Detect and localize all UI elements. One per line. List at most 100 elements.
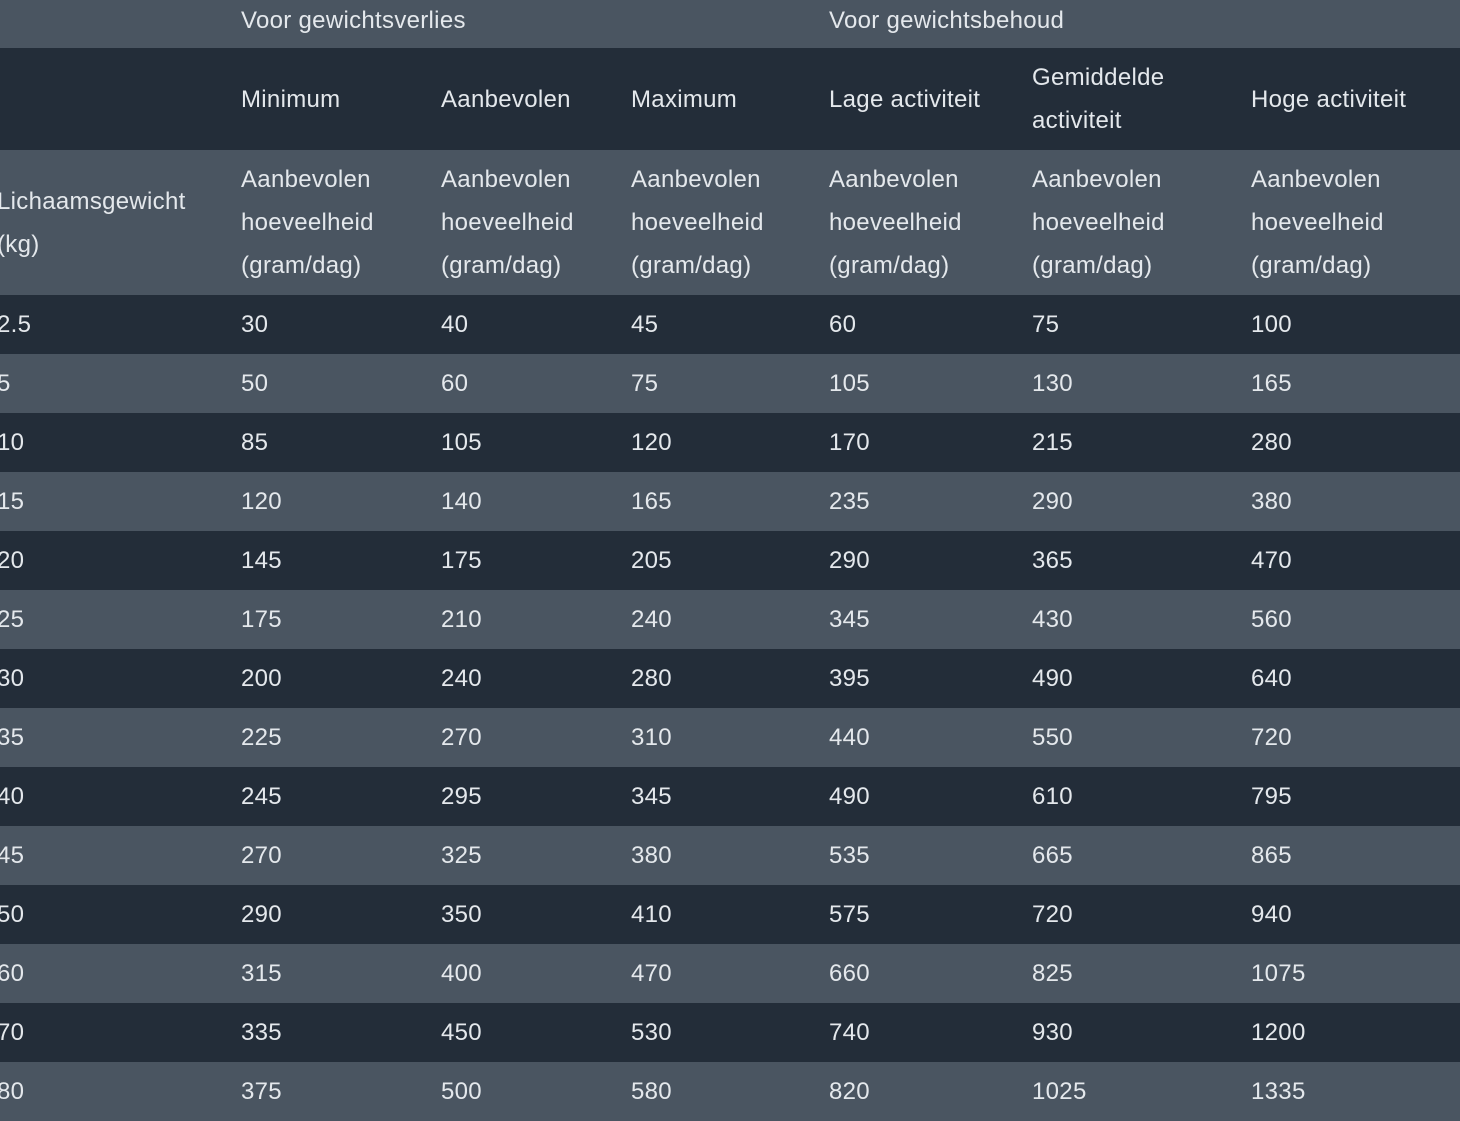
data-cell: 240: [441, 665, 482, 692]
data-cell: 165: [1251, 370, 1292, 397]
data-cell: 280: [631, 665, 672, 692]
data-cell: 500: [441, 1078, 482, 1105]
data-cell: 290: [241, 901, 282, 928]
data-cell: 325: [441, 842, 482, 869]
column-header: Aanbevolen hoeveelheid (gram/dag): [241, 166, 374, 279]
column-header: Aanbevolen hoeveelheid (gram/dag): [441, 166, 574, 279]
data-row: 2.5 30 40 45 60 75 100: [0, 295, 1460, 354]
data-cell: 145: [241, 547, 282, 574]
data-cell: 535: [829, 842, 870, 869]
data-cell: 210: [441, 606, 482, 633]
data-cell: 40: [441, 311, 469, 338]
data-cell: 400: [441, 960, 482, 987]
data-cell: 1200: [1251, 1019, 1306, 1046]
data-cell: 930: [1032, 1019, 1073, 1046]
data-row: 20 145 175 205 290 365 470: [0, 531, 1460, 590]
data-cell: 410: [631, 901, 672, 928]
data-cell: 365: [1032, 547, 1073, 574]
data-cell: 45: [0, 842, 25, 869]
data-cell: 270: [241, 842, 282, 869]
data-row: 60 315 400 470 660 825 1075: [0, 944, 1460, 1003]
column-header: Aanbevolen hoeveelheid (gram/dag): [829, 166, 962, 279]
data-cell: 1075: [1251, 960, 1306, 987]
data-cell: 205: [631, 547, 672, 574]
data-row: 80 375 500 580 820 1025 1335: [0, 1062, 1460, 1121]
data-cell: 80: [0, 1078, 25, 1105]
data-row: 25 175 210 240 345 430 560: [0, 590, 1460, 649]
data-cell: 490: [1032, 665, 1073, 692]
column-header: Lichaamsgewicht (kg): [0, 187, 186, 258]
column-header-row: Lichaamsgewicht (kg) Aanbevolen hoeveelhe…: [0, 150, 1460, 295]
data-cell: 245: [241, 783, 282, 810]
data-cell: 15: [0, 488, 25, 515]
data-cell: 60: [0, 960, 25, 987]
data-cell: 130: [1032, 370, 1073, 397]
data-cell: 70: [0, 1019, 25, 1046]
data-cell: 225: [241, 724, 282, 751]
data-row: 10 85 105 120 170 215 280: [0, 413, 1460, 472]
column-header: Aanbevolen hoeveelheid (gram/dag): [1032, 166, 1165, 279]
data-cell: 120: [631, 429, 672, 456]
data-row: 30 200 240 280 395 490 640: [0, 649, 1460, 708]
data-cell: 820: [829, 1078, 870, 1105]
data-cell: 120: [241, 488, 282, 515]
subheader: Minimum: [241, 85, 341, 113]
data-cell: 50: [241, 370, 269, 397]
data-cell: 310: [631, 724, 672, 751]
data-cell: 30: [241, 311, 269, 338]
data-cell: 35: [0, 724, 25, 751]
data-cell: 1335: [1251, 1078, 1306, 1105]
data-cell: 470: [1251, 547, 1292, 574]
data-cell: 75: [1032, 311, 1060, 338]
subheader: Gemiddelde activiteit: [1032, 64, 1165, 134]
group-header-row: Voor gewichtsverlies Voor gewichtsbehoud: [0, 0, 1460, 48]
data-cell: 380: [1251, 488, 1292, 515]
data-cell: 235: [829, 488, 870, 515]
data-cell: 280: [1251, 429, 1292, 456]
group-header: Voor gewichtsverlies: [241, 6, 466, 34]
group-header: Voor gewichtsbehoud: [829, 6, 1065, 34]
data-cell: 530: [631, 1019, 672, 1046]
data-cell: 10: [0, 429, 25, 456]
column-header: Aanbevolen hoeveelheid (gram/dag): [631, 166, 764, 279]
data-cell: 560: [1251, 606, 1292, 633]
data-cell: 105: [441, 429, 482, 456]
data-cell: 215: [1032, 429, 1073, 456]
data-cell: 165: [631, 488, 672, 515]
data-cell: 1025: [1032, 1078, 1087, 1105]
data-cell: 640: [1251, 665, 1292, 692]
data-cell: 20: [0, 547, 25, 574]
data-cell: 610: [1032, 783, 1073, 810]
subheader: Lage activiteit: [829, 85, 981, 113]
data-row: 15 120 140 165 235 290 380: [0, 472, 1460, 531]
data-cell: 375: [241, 1078, 282, 1105]
data-cell: 865: [1251, 842, 1292, 869]
data-cell: 665: [1032, 842, 1073, 869]
data-cell: 580: [631, 1078, 672, 1105]
data-row: 70 335 450 530 740 930 1200: [0, 1003, 1460, 1062]
subheader: Hoge activiteit: [1251, 85, 1407, 113]
data-cell: 825: [1032, 960, 1073, 987]
data-row: 40 245 295 345 490 610 795: [0, 767, 1460, 826]
data-cell: 430: [1032, 606, 1073, 633]
data-cell: 240: [631, 606, 672, 633]
data-cell: 290: [829, 547, 870, 574]
data-cell: 25: [0, 606, 25, 633]
data-cell: 290: [1032, 488, 1073, 515]
data-cell: 170: [829, 429, 870, 456]
data-cell: 295: [441, 783, 482, 810]
data-cell: 470: [631, 960, 672, 987]
data-cell: 335: [241, 1019, 282, 1046]
data-cell: 30: [0, 665, 25, 692]
data-cell: 940: [1251, 901, 1292, 928]
data-cell: 550: [1032, 724, 1073, 751]
data-cell: 440: [829, 724, 870, 751]
data-cell: 720: [1251, 724, 1292, 751]
data-cell: 175: [241, 606, 282, 633]
data-cell: 60: [829, 311, 857, 338]
data-cell: 350: [441, 901, 482, 928]
data-row: 45 270 325 380 535 665 865: [0, 826, 1460, 885]
data-cell: 40: [0, 783, 25, 810]
data-cell: 140: [441, 488, 482, 515]
